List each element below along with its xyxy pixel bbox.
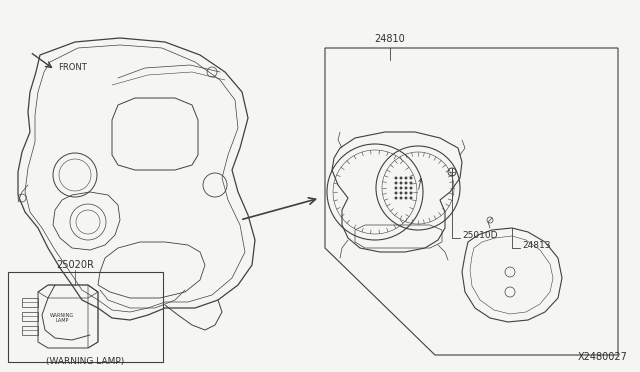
Circle shape [410,197,412,199]
Circle shape [405,187,407,189]
Text: 24813: 24813 [522,241,550,250]
Circle shape [405,182,407,184]
Circle shape [410,187,412,189]
Circle shape [395,197,397,199]
Bar [22,298,38,307]
Circle shape [405,192,407,194]
Circle shape [410,192,412,194]
Text: X2480027: X2480027 [578,352,628,362]
Text: FRONT: FRONT [58,64,87,73]
Bar [22,326,38,335]
Bar [22,312,38,321]
Circle shape [395,177,397,179]
Circle shape [405,197,407,199]
Bar [8,272,163,362]
Circle shape [400,187,402,189]
Circle shape [395,182,397,184]
Circle shape [405,177,407,179]
Circle shape [400,197,402,199]
Circle shape [410,182,412,184]
Text: (WARNING LAMP): (WARNING LAMP) [46,357,124,366]
Circle shape [410,177,412,179]
Circle shape [400,177,402,179]
Circle shape [400,192,402,194]
Text: WARNING
LAMP: WARNING LAMP [50,312,74,323]
Circle shape [395,187,397,189]
Text: 24810: 24810 [374,34,405,44]
Circle shape [395,192,397,194]
Text: 25010D: 25010D [462,231,497,241]
Circle shape [400,182,402,184]
Text: 25020R: 25020R [56,260,94,270]
